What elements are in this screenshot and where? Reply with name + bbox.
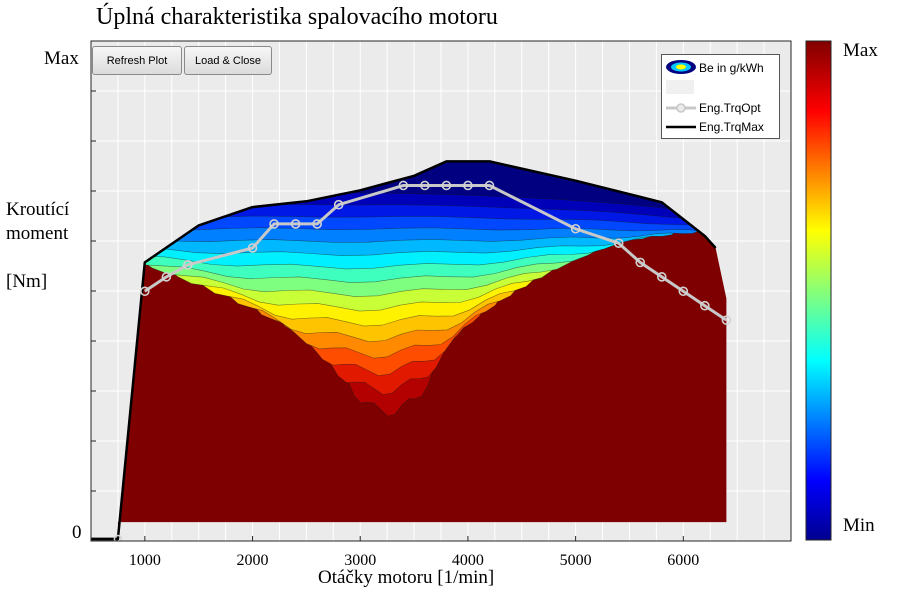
trqopt-point bbox=[420, 180, 430, 191]
colorbar bbox=[805, 40, 832, 541]
trqopt-point bbox=[700, 300, 710, 311]
legend-spacer bbox=[666, 80, 694, 94]
legend-item-be: Be in g/kWh bbox=[662, 59, 779, 77]
trqopt-point bbox=[656, 272, 667, 282]
trqopt-point bbox=[140, 286, 150, 297]
trqopt-point bbox=[441, 180, 452, 191]
y-axis-label-line: [Nm] bbox=[6, 271, 48, 292]
x-tick-label: 6000 bbox=[667, 552, 699, 569]
colorbar-min-label: Min bbox=[843, 515, 875, 536]
y-tick-zero-label: 0 bbox=[72, 522, 82, 543]
chart-title: Úplná charakteristika spalovacího motoru bbox=[96, 4, 498, 30]
idle-point bbox=[113, 534, 123, 541]
line-marker-icon bbox=[666, 103, 696, 113]
legend-label: Eng.TrqMax bbox=[699, 120, 764, 134]
trqopt-point bbox=[269, 219, 279, 229]
y-axis-label-line: moment bbox=[6, 223, 69, 244]
x-tick-label: 4000 bbox=[452, 552, 484, 569]
series-layer bbox=[91, 160, 732, 541]
trqopt-point bbox=[161, 272, 172, 282]
trqopt-point bbox=[290, 219, 301, 229]
x-tick-label: 5000 bbox=[560, 552, 592, 569]
legend: Be in g/kWh Eng.TrqOpt Eng.TrqMax bbox=[661, 54, 780, 139]
trqopt-point bbox=[678, 286, 689, 297]
trqopt-point bbox=[484, 180, 495, 191]
refresh-plot-button[interactable]: Refresh Plot bbox=[92, 46, 182, 75]
legend-item-trqopt: Eng.TrqOpt bbox=[662, 99, 779, 117]
legend-label: Eng.TrqOpt bbox=[699, 101, 761, 115]
x-tick-label: 2000 bbox=[237, 552, 269, 569]
trqopt-point bbox=[635, 257, 646, 268]
trqopt-point bbox=[247, 243, 258, 253]
colorbar-max-label: Max bbox=[843, 40, 878, 61]
trqopt-point bbox=[333, 199, 344, 210]
y-axis-label-line: Kroutící bbox=[6, 199, 70, 220]
legend-item-trqmax: Eng.TrqMax bbox=[662, 118, 779, 136]
trqopt-point bbox=[613, 238, 624, 248]
trqopt-point bbox=[570, 223, 581, 234]
contour-band bbox=[117, 161, 727, 241]
x-tick-label: 1000 bbox=[129, 552, 161, 569]
axis-ticks: 1000 2000 3000 4000 5000 6000 bbox=[91, 90, 699, 569]
trqopt-point bbox=[463, 180, 473, 191]
load-close-button[interactable]: Load & Close bbox=[184, 46, 272, 75]
contour-ellipse-icon bbox=[666, 60, 696, 74]
x-tick-label: 3000 bbox=[344, 552, 376, 569]
trqopt-point bbox=[183, 260, 193, 270]
y-tick-max-label: Max bbox=[44, 48, 79, 69]
y-axis-label: Kroutící moment [Nm] bbox=[6, 198, 96, 294]
trqopt-point bbox=[721, 315, 732, 325]
line-icon bbox=[666, 125, 696, 129]
x-axis-label: Otáčky motoru [1/min] bbox=[318, 567, 495, 588]
trqmax-line bbox=[91, 160, 717, 541]
trqopt-point bbox=[312, 219, 322, 229]
legend-label: Be in g/kWh bbox=[699, 61, 764, 75]
trqopt-point bbox=[398, 180, 409, 191]
